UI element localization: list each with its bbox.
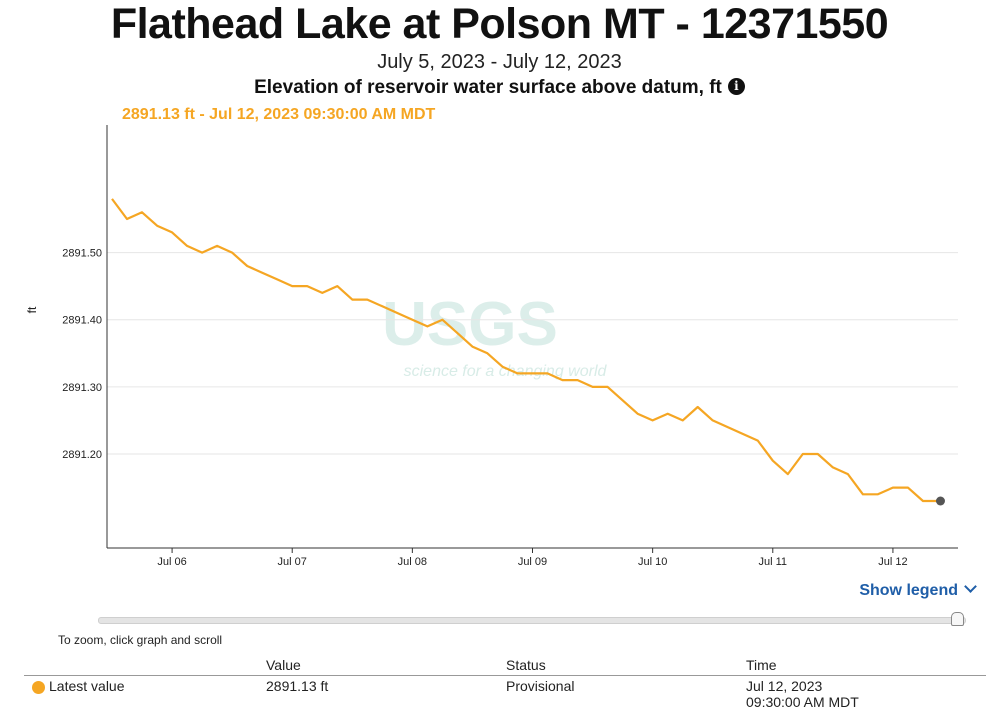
x-tick-label: Jul 12 (878, 556, 907, 568)
column-header-value: Value (266, 657, 301, 673)
parameter-heading: Elevation of reservoir water surface abo… (0, 76, 999, 100)
y-tick-labels: 2891.50 2891.40 2891.30 2891.20 (62, 248, 102, 461)
info-icon[interactable]: i (727, 78, 745, 95)
date-range: July 5, 2023 - July 12, 2023 (377, 51, 622, 73)
page-title: Flathead Lake at Polson MT - 12371550 (110, 0, 889, 48)
x-tick-labels: Jul 06 Jul 07 Jul 08 Jul 09 Jul 10 Jul 11 Jul … (157, 548, 908, 568)
show-legend-toggle[interactable]: Show legend (859, 580, 977, 600)
show-legend-label: Show legend (859, 582, 958, 599)
y-axis-label: ft (25, 306, 39, 313)
x-tick-label: Jul 10 (638, 556, 667, 568)
row-time-clock: 09:30:00 AM MDT (746, 694, 859, 710)
x-tick-label: Jul 06 (157, 556, 186, 568)
table-divider (24, 675, 986, 676)
latest-value-marker-icon (32, 681, 45, 694)
slider-handle[interactable] (951, 612, 964, 626)
y-tick-label: 2891.30 (62, 382, 102, 394)
x-tick-label: Jul 11 (759, 556, 788, 568)
row-status: Provisional (506, 678, 575, 694)
zoom-hint: To zoom, click graph and scroll (58, 633, 223, 647)
parameter-label: Elevation of reservoir water surface abo… (254, 77, 722, 98)
usgs-watermark: USGS science for a changing world (382, 290, 607, 380)
x-tick-label: Jul 08 (398, 556, 427, 568)
y-tick-label: 2891.40 (62, 315, 102, 327)
latest-value-point[interactable] (935, 496, 945, 506)
row-time: Jul 12, 2023 09:30:00 AM MDT (746, 678, 859, 710)
column-header-status: Status (506, 657, 546, 673)
x-tick-label: Jul 07 (278, 556, 307, 568)
watermark-tagline: science for a changing world (404, 363, 608, 380)
x-tick-label: Jul 09 (518, 556, 547, 568)
row-label: Latest value (49, 678, 125, 694)
chevron-down-icon (964, 580, 977, 593)
column-header-time: Time (746, 657, 777, 673)
watermark-logo: USGS (382, 290, 558, 359)
y-tick-label: 2891.20 (62, 449, 102, 461)
hydrograph-chart[interactable]: USGS science for a changing world 2891.5… (0, 0, 999, 600)
tooltip-readout: 2891.13 ft - Jul 12, 2023 09:30:00 AM MD… (122, 106, 436, 123)
series-line (111, 198, 941, 503)
time-range-slider[interactable] (98, 617, 966, 624)
row-value: 2891.13 ft (266, 678, 329, 694)
y-tick-label: 2891.50 (62, 248, 102, 260)
row-time-date: Jul 12, 2023 (746, 678, 823, 694)
